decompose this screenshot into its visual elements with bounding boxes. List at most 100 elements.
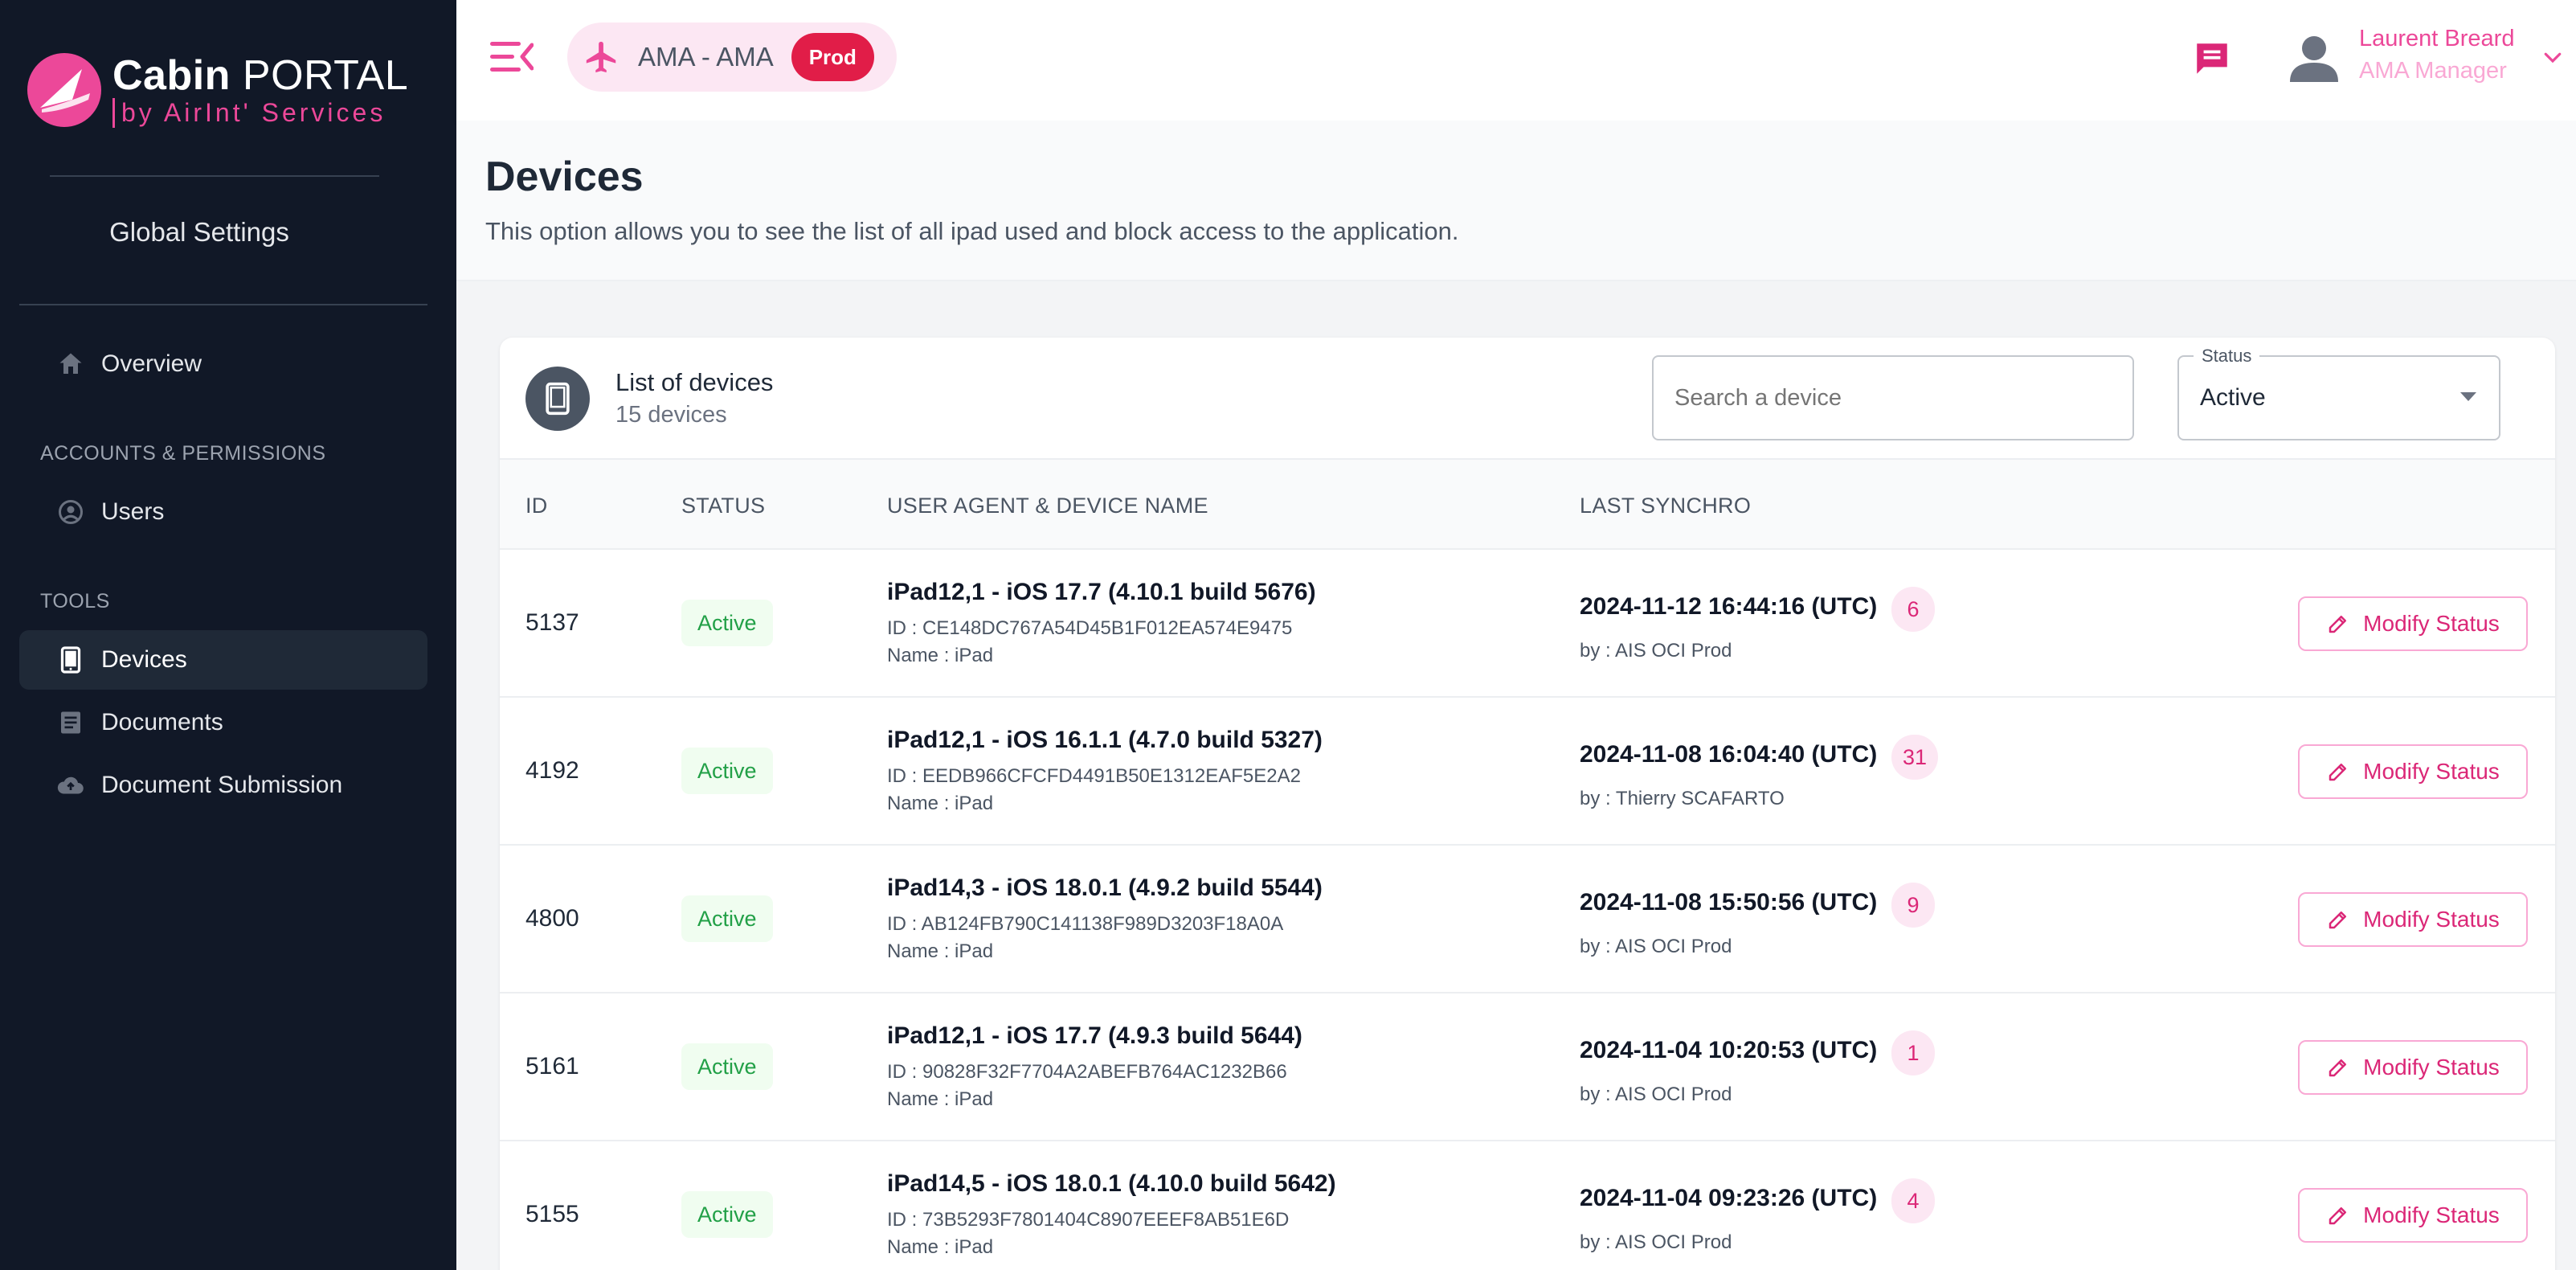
sidebar-item-overview[interactable]: Overview (19, 334, 427, 394)
modify-status-label: Modify Status (2363, 611, 2500, 636)
device-uuid: ID : CE148DC767A54D45B1F012EA574E9475 (887, 617, 1293, 639)
environment-title: AMA - AMA (638, 42, 774, 72)
sync-count-badge: 1 (1891, 1030, 1935, 1075)
user-circle-icon (59, 500, 83, 524)
pencil-icon (2329, 912, 2347, 929)
user-name[interactable]: Laurent Breard (2359, 26, 2515, 51)
logo-plane-icon (27, 53, 101, 127)
menu-collapse-icon[interactable] (489, 37, 534, 77)
device-agent: iPad14,3 - iOS 18.0.1 (4.9.2 build 5544) (887, 875, 1323, 901)
section-title-accounts: ACCOUNTS & PERMISSIONS (40, 442, 326, 465)
sidebar-divider (50, 175, 379, 177)
sidebar-item-documents[interactable]: Documents (19, 693, 427, 752)
device-name: Name : iPad (887, 940, 994, 962)
card-avatar (525, 367, 590, 431)
table-row: 5137 Active iPad12,1 - iOS 17.7 (4.10.1 bu… (500, 550, 2555, 698)
device-uuid: ID : 73B5293F7801404C8907EEEF8AB51E6D (887, 1209, 1290, 1231)
device-id-cell: 5155 (525, 1201, 579, 1227)
table-row: 4192 Active iPad12,1 - iOS 16.1.1 (4.7.0 b… (500, 698, 2555, 846)
device-agent: iPad12,1 - iOS 17.7 (4.10.1 build 5676) (887, 579, 1316, 605)
sync-by: by : AIS OCI Prod (1580, 1231, 1732, 1253)
sync-by: by : AIS OCI Prod (1580, 936, 1732, 957)
sidebar: Cabin PORTAL by AirInt' Services Global … (0, 0, 456, 1270)
device-name: Name : iPad (887, 1088, 994, 1110)
chevron-down-icon[interactable] (2541, 45, 2565, 69)
modify-status-label: Modify Status (2363, 759, 2500, 784)
sync-count-badge: 9 (1891, 883, 1935, 928)
column-header-id: ID (525, 494, 548, 518)
devices-card: List of devices 15 devices Status Active… (500, 338, 2555, 1270)
pencil-icon (2329, 764, 2347, 781)
sidebar-divider (19, 304, 427, 305)
device-name: Name : iPad (887, 793, 994, 814)
device-id-cell: 4192 (525, 757, 579, 784)
page-header: Devices This option allows you to see th… (456, 121, 2576, 281)
device-id-cell: 5161 (525, 1053, 579, 1080)
page-description: This option allows you to see the list o… (485, 217, 1459, 245)
tablet-icon (546, 382, 570, 416)
last-sync-date: 2024-11-04 09:23:26 (UTC) (1580, 1185, 1878, 1211)
modify-status-button[interactable]: Modify Status (2298, 596, 2528, 651)
device-agent: iPad12,1 - iOS 17.7 (4.9.3 build 5644) (887, 1022, 1302, 1049)
column-header-last-synchro: LAST SYNCHRO (1580, 494, 1752, 518)
pencil-icon (2329, 1059, 2347, 1077)
device-name: Name : iPad (887, 645, 994, 666)
card-title: List of devices (615, 368, 774, 396)
table-header: ID STATUS USER AGENT & DEVICE NAME LAST … (500, 458, 2555, 550)
status-select[interactable]: Status Active (2177, 346, 2500, 440)
sidebar-item-label: Document Submission (101, 772, 343, 798)
home-icon (59, 353, 82, 374)
section-title-tools: TOOLS (40, 590, 110, 612)
last-sync-date: 2024-11-12 16:44:16 (UTC) (1580, 593, 1878, 620)
sync-count-badge: 6 (1891, 587, 1935, 632)
status-select-label: Status (2194, 346, 2260, 367)
device-count: 15 devices (615, 402, 727, 428)
device-uuid: ID : 90828F32F7704A2ABEFB764AC1232B66 (887, 1061, 1287, 1083)
device-uuid: ID : EEDB966CFCFD4491B50E1312EAF5E2A2 (887, 765, 1301, 787)
app-logo[interactable]: Cabin PORTAL by AirInt' Services (26, 48, 408, 132)
device-agent: iPad14,5 - iOS 18.0.1 (4.10.0 build 5642… (887, 1170, 1336, 1197)
status-badge: Active (681, 748, 773, 794)
status-badge: Active (681, 895, 773, 942)
status-select-value: Active (2200, 384, 2266, 411)
modify-status-label: Modify Status (2363, 1055, 2500, 1080)
sidebar-item-users[interactable]: Users (19, 482, 427, 542)
modify-status-button[interactable]: Modify Status (2298, 1040, 2528, 1095)
device-name: Name : iPad (887, 1236, 994, 1258)
avatar-icon[interactable] (2285, 29, 2343, 87)
last-sync-date: 2024-11-08 16:04:40 (UTC) (1580, 741, 1878, 768)
status-badge: Active (681, 600, 773, 646)
sidebar-item-document-submission[interactable]: Document Submission (19, 756, 427, 815)
pencil-icon (2329, 1207, 2347, 1225)
sidebar-item-devices[interactable]: Devices (19, 630, 427, 690)
pencil-icon (2329, 616, 2347, 633)
page-title: Devices (485, 154, 644, 200)
search-input[interactable] (1652, 355, 2134, 440)
device-id-cell: 4800 (525, 905, 579, 932)
column-header-status: STATUS (681, 494, 766, 518)
table-row: 4800 Active iPad14,3 - iOS 18.0.1 (4.9.2 b… (500, 846, 2555, 993)
document-icon (61, 711, 80, 734)
airplane-icon (586, 41, 616, 73)
tablet-icon (60, 646, 81, 674)
caret-down-icon (2460, 392, 2476, 401)
chat-icon[interactable] (2192, 39, 2232, 79)
modify-status-label: Modify Status (2363, 907, 2500, 932)
device-uuid: ID : AB124FB790C141138F989D3203F18A0A (887, 913, 1284, 935)
modify-status-button[interactable]: Modify Status (2298, 1188, 2528, 1243)
sync-by: by : Thierry SCAFARTO (1580, 788, 1785, 809)
last-sync-date: 2024-11-08 15:50:56 (UTC) (1580, 889, 1878, 916)
cloud-upload-icon (57, 776, 84, 794)
global-settings-heading: Global Settings (109, 217, 289, 247)
sync-by: by : AIS OCI Prod (1580, 640, 1732, 662)
logo-title: Cabin PORTAL (112, 52, 409, 99)
sync-count-badge: 4 (1891, 1178, 1935, 1223)
device-id-cell: 5137 (525, 609, 579, 636)
sidebar-item-label: Devices (101, 646, 187, 673)
table-row: 5155 Active iPad14,5 - iOS 18.0.1 (4.10.0 … (500, 1141, 2555, 1270)
modify-status-button[interactable]: Modify Status (2298, 892, 2528, 947)
sidebar-item-label: Documents (101, 709, 223, 735)
sync-by: by : AIS OCI Prod (1580, 1084, 1732, 1105)
modify-status-button[interactable]: Modify Status (2298, 744, 2528, 799)
environment-selector[interactable]: AMA - AMA Prod (567, 23, 897, 92)
